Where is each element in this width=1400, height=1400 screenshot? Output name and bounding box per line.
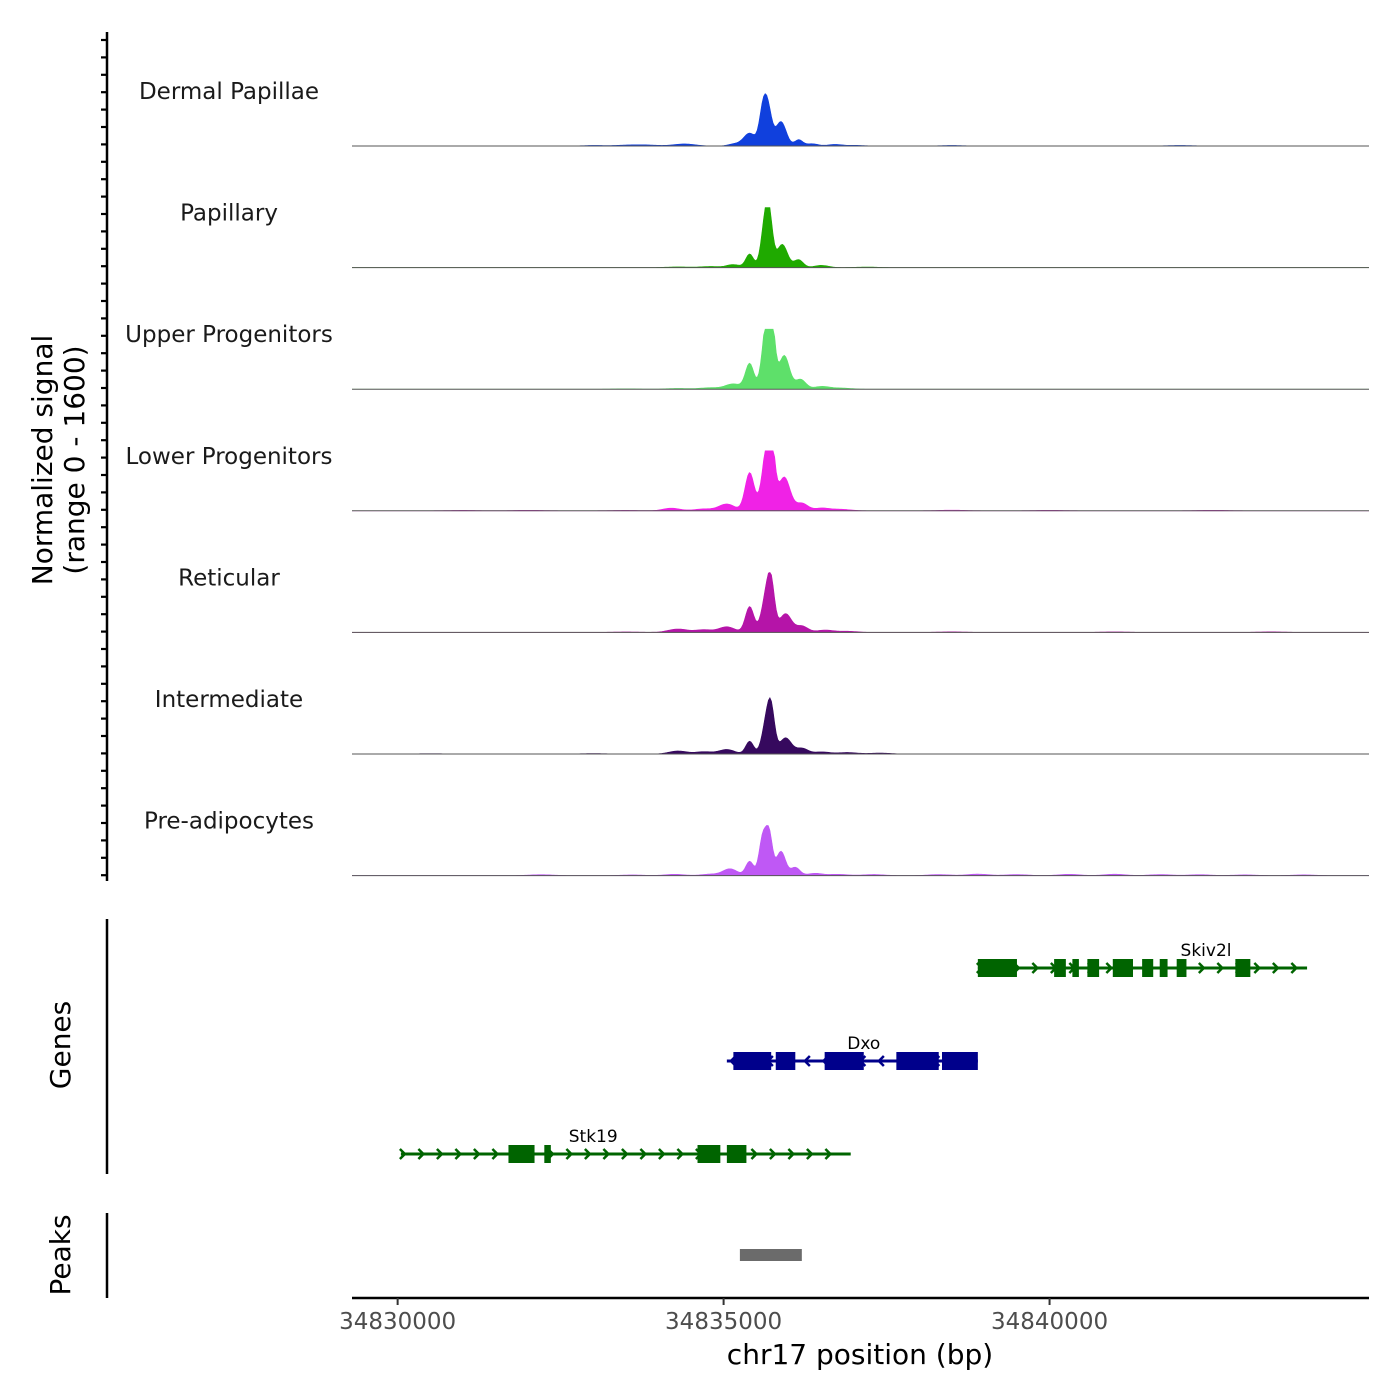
gene-exon <box>1159 959 1168 977</box>
gene-exon <box>1112 959 1134 977</box>
strand-chevron <box>877 1055 885 1067</box>
gene-model: Dxo <box>726 1034 978 1070</box>
track-label: Upper Progenitors <box>125 322 333 348</box>
gene-exon <box>1087 959 1100 977</box>
coverage-area <box>352 207 1369 268</box>
strand-chevron <box>417 1148 426 1160</box>
strand-chevron <box>602 1148 611 1160</box>
strand-chevron <box>436 1148 444 1160</box>
x-tick-label: 34840000 <box>991 1309 1108 1335</box>
x-tick-label: 34830000 <box>339 1309 456 1335</box>
x-axis-ticks: 34830000 34835000 34840000 <box>339 1298 1108 1335</box>
coverage-track: Upper Progenitors <box>125 322 1369 390</box>
track-label: Pre-adipocytes <box>144 809 314 835</box>
y-axis-title-line2: (range 0 - 1600) <box>58 345 91 574</box>
strand-chevron <box>676 1148 685 1160</box>
peak-region <box>739 1249 802 1261</box>
gene-model: Stk19 <box>399 1127 851 1163</box>
gene-name-label: Skiv2l <box>1181 941 1232 961</box>
gene-exon <box>508 1145 535 1163</box>
track-label: Lower Progenitors <box>126 444 333 470</box>
x-axis-title: chr17 position (bp) <box>727 1338 993 1371</box>
coverage-track: Dermal Papillae <box>139 79 1369 147</box>
coverage-track: Lower Progenitors <box>126 444 1369 512</box>
gene-name-label: Dxo <box>847 1034 880 1054</box>
strand-chevron <box>750 1148 759 1160</box>
strand-chevron <box>584 1148 592 1160</box>
gene-exon <box>941 1052 978 1070</box>
x-tick-label: 34835000 <box>665 1309 782 1335</box>
gene-exon <box>544 1145 551 1163</box>
gene-exon <box>726 1145 747 1163</box>
strand-chevron <box>1031 962 1040 974</box>
strand-chevron <box>399 1148 407 1160</box>
strand-chevron <box>491 1148 500 1160</box>
gene-exon <box>1142 959 1154 977</box>
coverage-track: Reticular <box>178 565 1369 633</box>
gene-exon <box>697 1145 721 1163</box>
strand-chevron <box>787 1148 796 1160</box>
gene-exon <box>1235 959 1251 977</box>
gene-exon <box>896 1052 939 1070</box>
coverage-y-axis-title: Normalized signal (range 0 - 1600) <box>26 335 91 586</box>
strand-chevron <box>621 1148 629 1160</box>
coverage-area <box>352 572 1369 633</box>
coverage-area <box>352 697 1369 755</box>
coverage-track: Intermediate <box>155 687 1369 755</box>
strand-chevron <box>1290 962 1299 974</box>
gene-exon <box>1054 959 1066 977</box>
strand-chevron <box>1216 962 1225 974</box>
peaks-track-title: Peaks <box>44 1214 77 1295</box>
track-label: Intermediate <box>155 687 303 713</box>
coverage-area <box>352 450 1369 512</box>
strand-chevron <box>1105 962 1114 974</box>
gene-exon <box>977 959 1017 977</box>
strand-chevron <box>769 1148 777 1160</box>
gene-name-label: Stk19 <box>569 1127 618 1147</box>
gene-exon <box>1072 959 1079 977</box>
strand-chevron <box>639 1148 648 1160</box>
coverage-track: Papillary <box>180 201 1369 269</box>
track-label: Papillary <box>180 201 278 227</box>
strand-chevron <box>806 1148 814 1160</box>
strand-chevron <box>1253 962 1262 974</box>
strand-chevron <box>454 1148 463 1160</box>
coverage-track: Pre-adipocytes <box>144 809 1369 877</box>
coverage-y-axis-ticks <box>101 38 107 877</box>
coverage-area <box>352 825 1369 876</box>
strand-chevron <box>565 1148 574 1160</box>
coverage-tracks: Dermal Papillae Papillary Upper Progenitor… <box>125 79 1369 877</box>
coverage-area <box>352 328 1369 390</box>
gene-exon <box>775 1052 796 1070</box>
strand-chevron <box>824 1148 833 1160</box>
strand-chevron <box>658 1148 666 1160</box>
track-label: Reticular <box>178 565 280 591</box>
strand-chevron <box>803 1055 811 1067</box>
gene-exon <box>1176 959 1187 977</box>
strand-chevron <box>1197 962 1206 974</box>
strand-chevron <box>473 1148 481 1160</box>
y-axis-title-line1: Normalized signal <box>26 335 59 586</box>
gene-exon <box>824 1052 864 1070</box>
coverage-area <box>352 93 1369 147</box>
strand-chevron <box>1271 962 1280 974</box>
gene-exon <box>733 1052 772 1070</box>
peaks-track <box>739 1249 802 1261</box>
genes-track: Skiv2l Dxo Stk19 <box>399 941 1308 1163</box>
genes-track-title: Genes <box>44 1001 77 1089</box>
track-label: Dermal Papillae <box>139 79 319 105</box>
gene-model: Skiv2l <box>975 941 1308 977</box>
